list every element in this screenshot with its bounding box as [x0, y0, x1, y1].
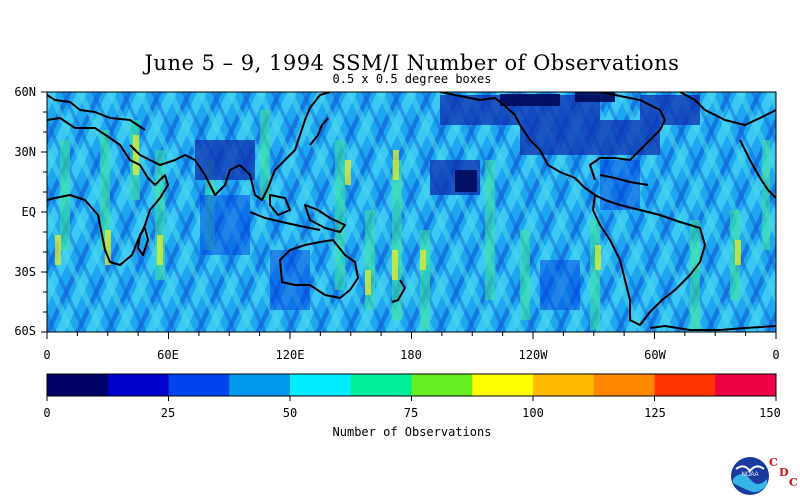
- colorbar-tick-label: 50: [282, 406, 298, 420]
- lon-label: 120E: [275, 348, 305, 362]
- lon-ticks: [46, 332, 777, 339]
- lat-label: 30N: [14, 145, 36, 159]
- colorbar-tick-label: 150: [759, 406, 781, 420]
- lon-label: 60W: [644, 348, 666, 362]
- lon-label: 0: [772, 348, 780, 362]
- lon-label: 60E: [157, 348, 179, 362]
- colorbar-swatch: [290, 374, 352, 396]
- data-field: [55, 92, 770, 330]
- colorbar-swatch: [593, 374, 655, 396]
- lat-label: 60S: [14, 324, 36, 338]
- lon-label: 120W: [518, 348, 548, 362]
- cdc-letter: D: [779, 466, 789, 479]
- map-title: June 5 – 9, 1994 SSM/I Number of Observa…: [144, 51, 680, 75]
- map-panel: [47, 92, 776, 332]
- lat-label: EQ: [21, 205, 36, 219]
- colorbar-label: Number of Observations: [332, 425, 492, 439]
- colorbar-tick-label: 0: [43, 406, 51, 420]
- colorbar-swatch: [47, 374, 109, 396]
- colorbar-swatch: [229, 374, 291, 396]
- colorbar-swatch: [533, 374, 595, 396]
- colorbar-swatch: [472, 374, 534, 396]
- colorbar-swatch: [654, 374, 716, 396]
- colorbar-tick-label: 25: [160, 406, 176, 420]
- lat-ticks: [41, 91, 47, 333]
- colorbar-swatch: [411, 374, 473, 396]
- cdc-letter: C: [789, 476, 798, 489]
- colorbar-tick-label: 125: [644, 406, 666, 420]
- noaa-logo-text: NOAA: [741, 472, 758, 478]
- map-subtitle: 0.5 x 0.5 degree boxes: [332, 72, 492, 86]
- coastlines: [47, 92, 776, 331]
- colorbar: [46, 373, 777, 401]
- lat-label: 60N: [14, 85, 36, 99]
- colorbar-tick-label: 100: [522, 406, 544, 420]
- noaa-logo: NOAA: [728, 455, 776, 501]
- cdc-letter: C: [769, 456, 778, 469]
- colorbar-swatch: [107, 374, 169, 396]
- lat-label: 30S: [14, 265, 36, 279]
- colorbar-swatch: [715, 374, 777, 396]
- colorbar-swatch: [350, 374, 412, 396]
- colorbar-swatch: [168, 374, 230, 396]
- lon-label: 0: [43, 348, 51, 362]
- colorbar-tick-label: 75: [403, 406, 419, 420]
- lon-label: 180: [400, 348, 422, 362]
